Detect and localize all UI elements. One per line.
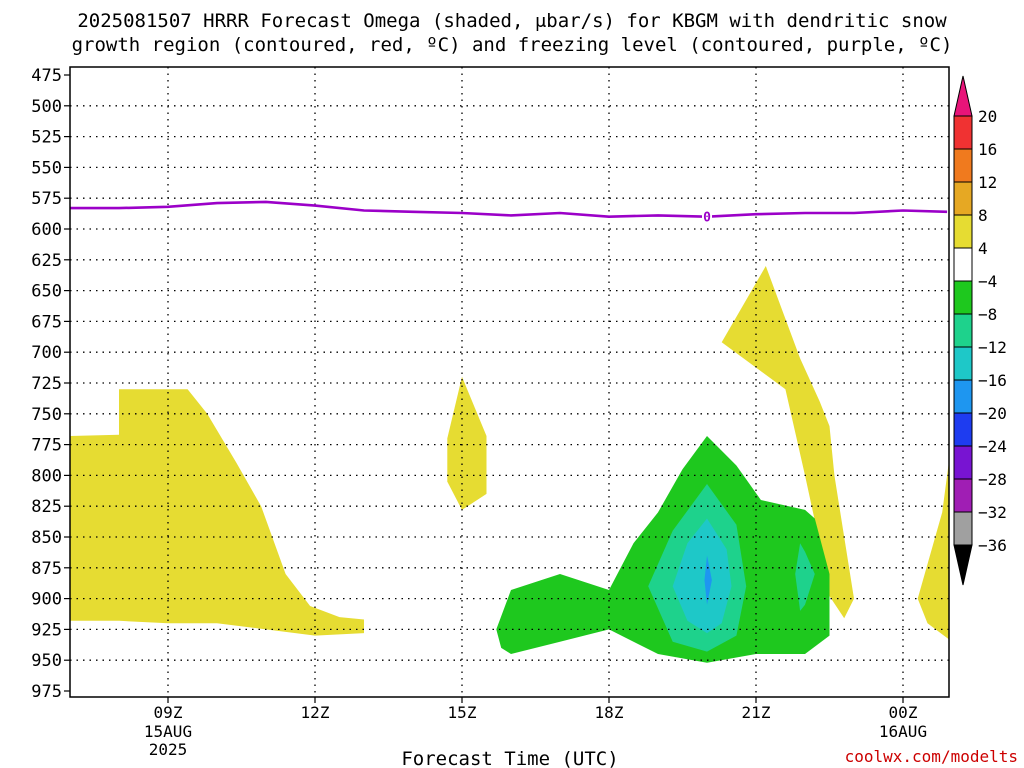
colorbar-box-7 xyxy=(953,346,973,381)
colorbar-label-4: 4 xyxy=(978,239,988,258)
colorbar-box-1 xyxy=(953,148,973,183)
y-tick-label-775: 775 xyxy=(31,436,62,456)
x-tick-label-18: 18Z xyxy=(595,703,624,722)
y-axis: 475 500 525 550 575 600 625 650 675 700 725 750 775 8… xyxy=(31,66,70,702)
y-tick-label-625: 625 xyxy=(31,251,62,271)
y-tick-label-925: 925 xyxy=(31,620,62,640)
freezing-level-label: 0 xyxy=(703,211,711,226)
colorbar-box-4 xyxy=(953,247,973,282)
colorbar-label-11: −28 xyxy=(978,470,1007,489)
y-tick-label-575: 575 xyxy=(31,189,62,209)
colorbar-bottom-arrow xyxy=(953,544,973,586)
omega-region-0 xyxy=(70,389,364,636)
x-tick-date-9: 15AUG xyxy=(144,722,192,741)
colorbar-box-11 xyxy=(953,478,973,513)
omega-region-7 xyxy=(672,518,732,634)
omega-region-1 xyxy=(447,376,487,510)
y-tick-label-500: 500 xyxy=(31,97,62,117)
colorbar-label-8: −16 xyxy=(978,371,1007,390)
x-tick-label-9: 09Z xyxy=(154,703,183,722)
omega-region-6 xyxy=(795,543,815,611)
colorbar-box-8 xyxy=(953,379,973,414)
omega-region-4 xyxy=(496,436,830,663)
colorbar-label-1: 16 xyxy=(978,140,997,159)
colorbar: 20 16 12 8 4 −4 −8 −12 −16 −20 −24 −28 −32 −36 xyxy=(953,75,1007,586)
colorbar-top-arrow xyxy=(953,75,973,117)
colorbar-box-2 xyxy=(953,181,973,216)
colorbar-label-12: −32 xyxy=(978,503,1007,522)
x-tick-date-24: 16AUG xyxy=(879,722,927,741)
y-tick-label-825: 825 xyxy=(31,497,62,517)
colorbar-label-3: 8 xyxy=(978,206,988,225)
freezing-level-label-bg xyxy=(702,209,712,224)
omega-region-8 xyxy=(704,555,712,605)
y-tick-label-700: 700 xyxy=(31,343,62,363)
y-tick-label-550: 550 xyxy=(31,158,62,178)
colorbar-box-12 xyxy=(953,511,973,546)
y-tick-label-650: 650 xyxy=(31,282,62,302)
y-tick-label-875: 875 xyxy=(31,559,62,579)
chart-title-line-1: 2025081507 HRRR Forecast Omega (shaded, … xyxy=(77,10,947,32)
y-tick-label-675: 675 xyxy=(31,312,62,332)
colorbar-box-0 xyxy=(953,115,973,150)
y-tick-label-950: 950 xyxy=(31,651,62,671)
y-tick-label-750: 750 xyxy=(31,405,62,425)
credit-link[interactable]: coolwx.com/modelts xyxy=(844,747,1018,766)
omega-shading xyxy=(70,266,949,663)
colorbar-label-13: −36 xyxy=(978,536,1007,555)
colorbar-box-10 xyxy=(953,445,973,480)
y-tick-label-800: 800 xyxy=(31,466,62,486)
colorbar-box-3 xyxy=(953,214,973,249)
y-tick-label-600: 600 xyxy=(31,220,62,240)
x-tick-label-12: 12Z xyxy=(301,703,330,722)
plot-frame xyxy=(69,66,950,698)
colorbar-box-9 xyxy=(953,412,973,447)
colorbar-label-9: −20 xyxy=(978,404,1007,423)
y-tick-label-975: 975 xyxy=(31,682,62,702)
colorbar-label-5: −4 xyxy=(978,272,997,291)
y-tick-label-850: 850 xyxy=(31,528,62,548)
plot-area: 0 xyxy=(69,66,950,698)
colorbar-label-6: −8 xyxy=(978,305,997,324)
colorbar-box-6 xyxy=(953,313,973,348)
omega-region-2 xyxy=(721,266,854,619)
omega-region-3 xyxy=(917,461,949,640)
colorbar-label-7: −12 xyxy=(978,338,1007,357)
x-tick-label-21: 21Z xyxy=(742,703,771,722)
y-tick-label-900: 900 xyxy=(31,590,62,610)
y-tick-label-725: 725 xyxy=(31,374,62,394)
colorbar-label-0: 20 xyxy=(978,107,997,126)
colorbar-label-10: −24 xyxy=(978,437,1007,456)
y-tick-label-525: 525 xyxy=(31,128,62,148)
x-tick-label-24: 00Z xyxy=(889,703,918,722)
colorbar-box-5 xyxy=(953,280,973,315)
x-axis-title: Forecast Time (UTC) xyxy=(401,748,618,768)
freezing-level-line xyxy=(70,200,948,219)
colorbar-label-2: 12 xyxy=(978,173,997,192)
x-tick-label-15: 15Z xyxy=(448,703,477,722)
chart-title-line-2: growth region (contoured, red, ºC) and f… xyxy=(71,34,953,56)
y-tick-label-475: 475 xyxy=(31,66,62,86)
x-tick-year-9: 2025 xyxy=(149,740,188,759)
